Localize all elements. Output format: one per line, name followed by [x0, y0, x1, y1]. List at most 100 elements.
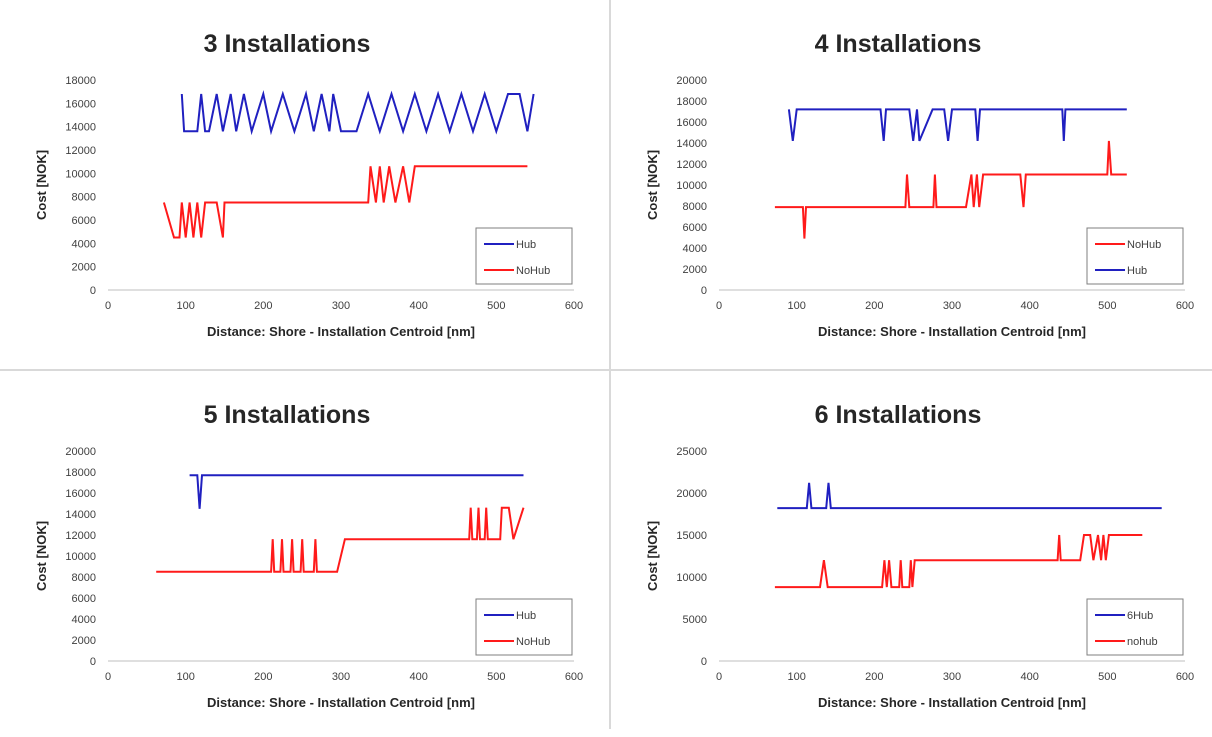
chart-svg: 3 Installations0200040006000800010000120…	[34, 30, 583, 339]
legend-label: Hub	[1127, 265, 1147, 277]
legend-label: Hub	[516, 239, 536, 251]
y-axis-title: Cost [NOK]	[645, 521, 660, 591]
y-tick-label: 12000	[676, 159, 707, 171]
y-axis-title: Cost [NOK]	[34, 521, 49, 591]
x-tick-label: 400	[409, 671, 427, 683]
y-tick-label: 8000	[683, 201, 707, 213]
x-tick-label: 100	[787, 671, 805, 683]
x-axis-title: Distance: Shore - Installation Centroid …	[818, 324, 1086, 339]
x-axis-title: Distance: Shore - Installation Centroid …	[818, 695, 1086, 710]
x-tick-label: 600	[565, 300, 583, 312]
y-tick-label: 2000	[72, 262, 96, 274]
chart-panel-3-installations: 3 Installations 0 2000 4000 6000 8000 10000 120…	[0, 0, 598, 366]
x-tick-label: 400	[1020, 300, 1038, 312]
x-tick-label: 300	[943, 300, 961, 312]
y-tick-label: 12000	[65, 530, 96, 542]
y-tick-label: 4000	[72, 614, 96, 626]
chart-panel-6-installations: 6 Installations 0 5000 10000 15000 20000 25000…	[611, 371, 1209, 737]
x-tick-label: 200	[865, 300, 883, 312]
y-tick-label: 4000	[72, 238, 96, 250]
y-tick-label: 8000	[72, 572, 96, 584]
x-tick-label: 0	[105, 300, 111, 312]
y-tick-label: 10000	[676, 180, 707, 192]
x-tick-label: 0	[105, 671, 111, 683]
x-tick-label: 400	[409, 300, 427, 312]
chart-svg: 6 Installations0500010000150002000025000…	[645, 401, 1194, 710]
y-tick-label: 10000	[676, 572, 707, 584]
y-tick-label: 16000	[65, 98, 96, 110]
x-tick-label: 300	[332, 671, 350, 683]
y-tick-label: 14000	[676, 138, 707, 150]
chart-svg: 5 Installations0200040006000800010000120…	[34, 401, 583, 710]
x-tick-label: 0	[716, 300, 722, 312]
y-tick-label: 14000	[65, 509, 96, 521]
y-tick-label: 6000	[72, 215, 96, 227]
series-line-hub	[180, 90, 535, 136]
legend-label: 6Hub	[1127, 610, 1153, 622]
y-tick-label: 6000	[683, 222, 707, 234]
y-tick-label: 18000	[65, 467, 96, 479]
y-tick-label: 10000	[65, 551, 96, 563]
legend-label: NoHub	[1127, 239, 1161, 251]
legend-box	[1086, 227, 1184, 285]
x-tick-label: 500	[1098, 671, 1116, 683]
y-tick-label: 2000	[72, 635, 96, 647]
y-tick-label: 18000	[676, 96, 707, 108]
chart-title: 4 Installations	[815, 30, 982, 58]
x-tick-label: 500	[1098, 300, 1116, 312]
y-tick-label: 16000	[65, 488, 96, 500]
y-tick-label: 20000	[676, 75, 707, 87]
panel-divider-vertical	[609, 0, 611, 729]
x-axis-title: Distance: Shore - Installation Centroid …	[207, 324, 475, 339]
x-axis-title: Distance: Shore - Installation Centroid …	[207, 695, 475, 710]
x-tick-label: 100	[176, 300, 194, 312]
y-tick-label: 20000	[65, 446, 96, 458]
y-tick-label: 10000	[65, 168, 96, 180]
legend-label: Hub	[516, 610, 536, 622]
series-line-nohub	[156, 506, 525, 573]
x-tick-label: 600	[1176, 671, 1194, 683]
legend-label: nohub	[1127, 636, 1158, 648]
chart-title: 6 Installations	[815, 401, 982, 429]
series-line-nohub	[774, 140, 1127, 239]
y-tick-label: 25000	[676, 446, 707, 458]
y-tick-label: 20000	[676, 488, 707, 500]
chart-title: 3 Installations	[204, 30, 371, 58]
x-tick-label: 300	[943, 671, 961, 683]
y-axis-title: Cost [NOK]	[645, 150, 660, 220]
x-tick-label: 500	[487, 300, 505, 312]
y-tick-label: 2000	[683, 264, 707, 276]
y-tick-label: 12000	[65, 145, 96, 157]
x-tick-label: 100	[176, 671, 194, 683]
y-tick-label: 4000	[683, 243, 707, 255]
panel-divider-horizontal	[0, 369, 1212, 371]
x-tick-label: 600	[1176, 300, 1194, 312]
y-tick-label: 8000	[72, 192, 96, 204]
y-tick-label: 0	[90, 285, 96, 297]
x-tick-label: 200	[865, 671, 883, 683]
series-line-hub	[189, 474, 524, 509]
x-tick-label: 400	[1020, 671, 1038, 683]
chart-title: 5 Installations	[204, 401, 371, 429]
legend-label: NoHub	[516, 636, 550, 648]
x-tick-label: 600	[565, 671, 583, 683]
y-tick-label: 18000	[65, 75, 96, 87]
legend-box	[475, 598, 573, 656]
series-line-nohub	[774, 534, 1143, 589]
x-tick-label: 0	[716, 671, 722, 683]
x-tick-label: 100	[787, 300, 805, 312]
x-tick-label: 200	[254, 671, 272, 683]
series-line-nohub	[162, 165, 528, 239]
series-line-6hub	[777, 482, 1162, 510]
x-tick-label: 500	[487, 671, 505, 683]
y-tick-label: 16000	[676, 117, 707, 129]
legend-box	[1086, 598, 1184, 656]
chart-svg: 4 Installations0200040006000800010000120…	[645, 30, 1194, 339]
y-tick-label: 0	[701, 656, 707, 668]
x-tick-label: 200	[254, 300, 272, 312]
chart-panel-4-installations: 4 Installations 0 2000 4000 6000 8000 10000 120…	[611, 0, 1209, 366]
legend-box	[475, 227, 573, 285]
y-tick-label: 14000	[65, 122, 96, 134]
y-tick-label: 0	[701, 285, 707, 297]
chart-panel-5-installations: 5 Installations 0 2000 4000 6000 8000 10000 120…	[0, 371, 598, 737]
